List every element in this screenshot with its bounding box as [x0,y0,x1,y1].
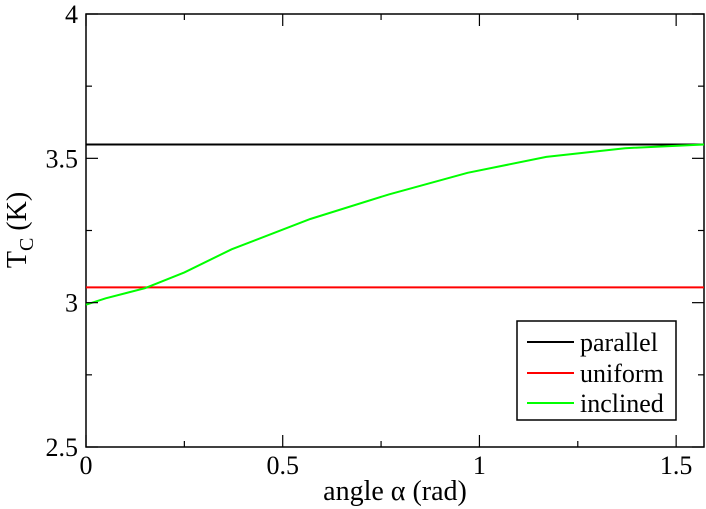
y-tick-label: 2.5 [46,433,79,462]
legend-label-parallel: parallel [580,328,658,357]
y-axis-label: TC (K) [2,192,38,268]
x-tick-label: 0.5 [266,451,299,480]
legend: parallel uniform inclined [516,320,677,421]
y-tick-label: 3 [65,289,78,318]
x-tick-label: 1.5 [660,451,693,480]
y-tick-label: 3.5 [46,144,79,173]
y-axis-label-subscript: C [16,238,38,251]
plot-lines [85,143,705,306]
axis-tick-labels: 0 0.5 1 1.5 2.5 3 3.5 4 [46,0,693,480]
x-tick-label: 0 [80,451,93,480]
y-axis-label-unit: (K) [2,192,33,238]
axis-ticks [85,13,704,448]
svg-text:TC (K): TC (K) [2,192,38,268]
x-tick-label: 1 [473,451,486,480]
legend-label-inclined: inclined [580,389,664,418]
legend-label-uniform: uniform [580,359,664,388]
x-axis-label: angle α (rad) [323,476,467,507]
y-axis-label-main: T [2,251,33,268]
series-line-inclined [85,143,705,306]
y-tick-label: 4 [65,0,78,29]
